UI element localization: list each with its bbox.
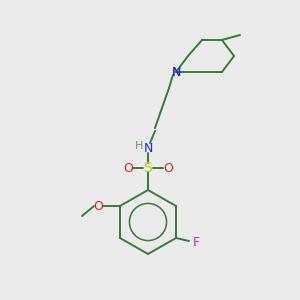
Text: N: N xyxy=(171,65,181,79)
Text: N: N xyxy=(171,65,181,79)
Text: F: F xyxy=(192,236,200,250)
Text: S: S xyxy=(144,161,152,175)
Text: O: O xyxy=(93,200,103,212)
Text: H: H xyxy=(135,141,143,151)
Text: O: O xyxy=(163,161,173,175)
Text: O: O xyxy=(123,161,133,175)
Text: N: N xyxy=(143,142,153,154)
